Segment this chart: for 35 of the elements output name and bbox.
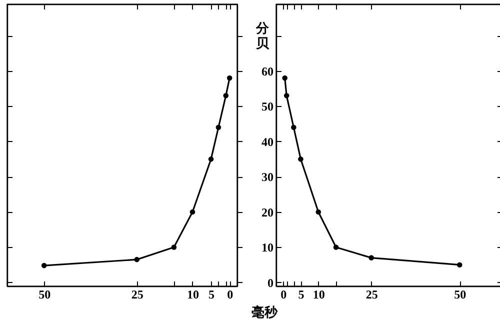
- y-tick-label: 0: [268, 276, 274, 290]
- point: [226, 75, 232, 81]
- x-tick-label: 25: [366, 288, 378, 302]
- point: [190, 209, 196, 215]
- point: [208, 156, 214, 162]
- point: [333, 244, 339, 250]
- y-tick-label: 10: [262, 240, 274, 255]
- point: [284, 93, 290, 98]
- y-axis-title: 分贝: [255, 20, 270, 50]
- y-tick-label: 50: [262, 100, 274, 114]
- x-tick-label: 50: [454, 288, 466, 302]
- point: [316, 209, 322, 215]
- y-tick-label: 60: [262, 64, 274, 78]
- x-tick-label: 25: [131, 288, 144, 302]
- point: [134, 256, 140, 262]
- point: [223, 93, 229, 98]
- y-tick-label: 30: [262, 170, 274, 184]
- point: [216, 124, 222, 130]
- y-tick-label: 20: [262, 205, 274, 220]
- x-tick-label: 0: [227, 288, 234, 302]
- x-tick-label: 10: [186, 288, 199, 302]
- x-axis-title: 毫秒: [252, 304, 278, 320]
- point: [298, 156, 304, 162]
- x-tick-label: 5: [298, 288, 304, 302]
- point: [171, 244, 177, 250]
- point: [41, 262, 47, 268]
- x-tick-label: 10: [312, 288, 325, 302]
- point: [291, 124, 296, 130]
- point: [368, 255, 374, 260]
- x-tick-label: 5: [208, 288, 215, 302]
- x-tick-label: 0: [280, 288, 287, 302]
- point: [456, 262, 462, 268]
- y-tick-label: 40: [262, 134, 274, 149]
- x-tick-label: 50: [38, 288, 51, 302]
- point: [282, 75, 288, 81]
